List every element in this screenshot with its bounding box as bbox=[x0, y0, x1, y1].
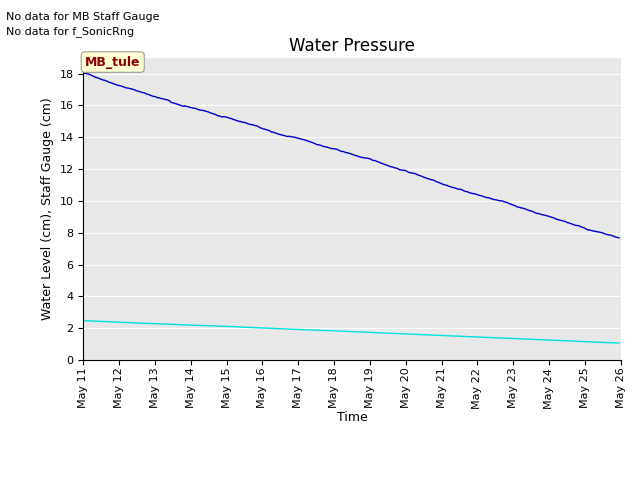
Water Level CTD bbox=[541, 337, 548, 343]
Water Level Campbell bbox=[404, 169, 412, 175]
Water Level Campbell bbox=[541, 212, 548, 218]
Water Level CTD bbox=[486, 335, 493, 340]
Water Level Campbell bbox=[112, 82, 120, 88]
Y-axis label: Water Level (cm), Staff Gauge (cm): Water Level (cm), Staff Gauge (cm) bbox=[41, 97, 54, 320]
Text: MB_tule: MB_tule bbox=[85, 56, 141, 69]
Water Level CTD bbox=[615, 340, 623, 346]
Line: Water Level CTD: Water Level CTD bbox=[83, 321, 619, 343]
Water Level CTD bbox=[420, 332, 428, 337]
Water Level Campbell bbox=[420, 175, 428, 180]
Water Level Campbell bbox=[390, 165, 398, 170]
Line: Water Level Campbell: Water Level Campbell bbox=[83, 73, 619, 238]
Water Level CTD bbox=[404, 331, 412, 337]
Water Level CTD bbox=[79, 318, 87, 324]
Water Level CTD bbox=[390, 331, 398, 336]
Water Level Campbell bbox=[486, 195, 493, 201]
Water Level Campbell bbox=[79, 70, 87, 76]
Title: Water Pressure: Water Pressure bbox=[289, 36, 415, 55]
Text: No data for f_SonicRng: No data for f_SonicRng bbox=[6, 26, 134, 37]
X-axis label: Time: Time bbox=[337, 411, 367, 424]
Water Level Campbell bbox=[615, 235, 623, 241]
Water Level CTD bbox=[112, 319, 120, 325]
Text: No data for MB Staff Gauge: No data for MB Staff Gauge bbox=[6, 12, 160, 22]
